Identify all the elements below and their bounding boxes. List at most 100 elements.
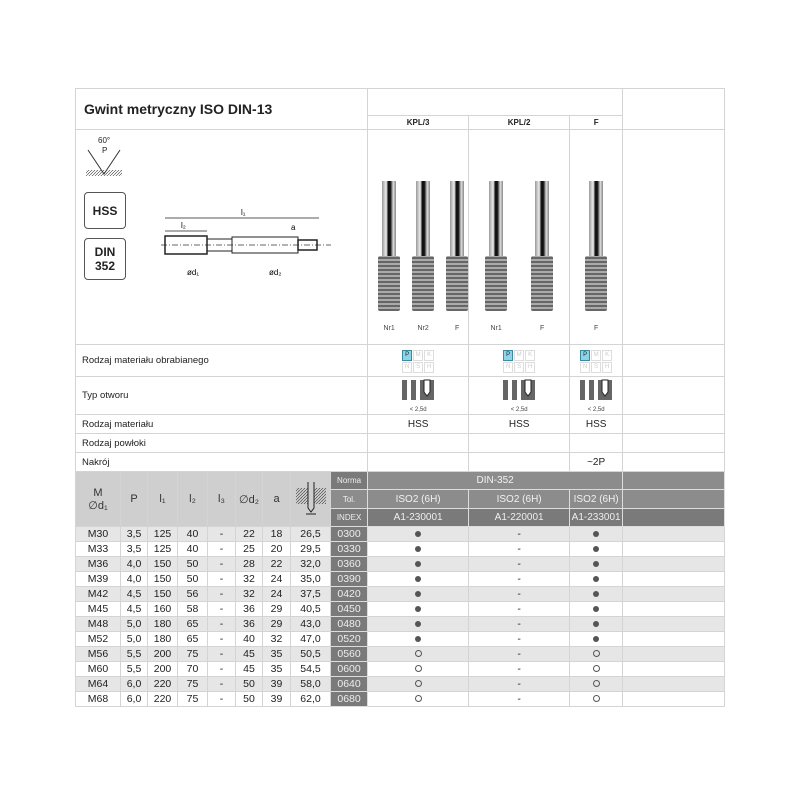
cell-drill: 32,0 bbox=[290, 556, 331, 572]
cell-m: M56 bbox=[75, 646, 121, 662]
cell-a: 32 bbox=[262, 631, 291, 647]
availability-cell: - bbox=[468, 586, 571, 602]
table-row: M52 5,0 180 65-40 32 47,0 0520- bbox=[75, 631, 726, 647]
hole-type-icon: < 2,5d bbox=[367, 376, 470, 415]
din-badge: DIN 352 bbox=[84, 238, 126, 280]
hss-badge: HSS bbox=[84, 192, 126, 229]
availability-cell: - bbox=[468, 616, 571, 632]
set-kpl3-header: KPL/3 bbox=[367, 115, 470, 130]
availability-cell bbox=[569, 541, 624, 557]
availability-cell bbox=[367, 646, 470, 662]
cell-idx: 0390 bbox=[329, 571, 369, 587]
availability-cell bbox=[569, 586, 624, 602]
cell-l1: 150 bbox=[147, 556, 178, 572]
material-group-K: K bbox=[602, 350, 613, 361]
cell-m: M64 bbox=[75, 676, 121, 692]
material-group-P: P bbox=[503, 350, 514, 361]
kpl3-tap-images: Nr1 Nr2 F bbox=[367, 129, 470, 345]
cell-l2: 75 bbox=[177, 676, 208, 692]
table-row: M60 5,5 200 70-45 35 54,5 0600- bbox=[75, 661, 726, 677]
availability-cell bbox=[569, 601, 624, 617]
cell-a: 35 bbox=[262, 661, 291, 677]
availability-cell: - bbox=[468, 556, 571, 572]
cell-m: M39 bbox=[75, 571, 121, 587]
cell-p: 5,0 bbox=[120, 631, 148, 647]
cell-a: 39 bbox=[262, 676, 291, 692]
material-value: HSS bbox=[569, 414, 624, 434]
tol-header: Tol. bbox=[329, 489, 369, 509]
tap-image: F bbox=[579, 181, 613, 344]
cell-p: 3,5 bbox=[120, 526, 148, 542]
table-row: M36 4,0 150 50-28 22 32,0 0360- bbox=[75, 556, 726, 572]
cell-a: 18 bbox=[262, 526, 291, 542]
col-p-header: P bbox=[120, 471, 148, 527]
on-request-dot-icon bbox=[592, 650, 600, 657]
cell-p: 5,5 bbox=[120, 661, 148, 677]
hole-type-icon: < 2,5d bbox=[468, 376, 571, 415]
cell-idx: 0560 bbox=[329, 646, 369, 662]
availability-cell bbox=[367, 616, 470, 632]
cell-d2: 32 bbox=[235, 586, 263, 602]
table-row: M30 3,5 125 40-22 18 26,5 0300- bbox=[75, 526, 726, 542]
material-group-H: H bbox=[602, 362, 613, 373]
availability-cell: - bbox=[468, 526, 571, 542]
availability-cell bbox=[367, 526, 470, 542]
col-a-header: a bbox=[262, 471, 291, 527]
cell-l3: - bbox=[207, 556, 236, 572]
on-request-dot-icon bbox=[414, 680, 422, 687]
cell-d2: 45 bbox=[235, 661, 263, 677]
tap-label: Nr2 bbox=[417, 325, 429, 332]
cell-l2: 75 bbox=[177, 691, 208, 707]
cell-l3: - bbox=[207, 571, 236, 587]
cell-a: 29 bbox=[262, 616, 291, 632]
material-value: HSS bbox=[367, 414, 470, 434]
cell-l2: 50 bbox=[177, 556, 208, 572]
norma-header: Norma bbox=[329, 471, 369, 490]
material-group-M: M bbox=[514, 350, 525, 361]
cell-d2: 50 bbox=[235, 691, 263, 707]
material-group-M: M bbox=[591, 350, 602, 361]
through-blind-hole-icon bbox=[580, 379, 613, 400]
cell-l2: 56 bbox=[177, 586, 208, 602]
cell-p: 4,0 bbox=[120, 571, 148, 587]
material-group-H: H bbox=[424, 362, 435, 373]
table-row: M48 5,0 180 65-36 29 43,0 0480- bbox=[75, 616, 726, 632]
table-row: M42 4,5 150 56-32 24 37,5 0420- bbox=[75, 586, 726, 602]
through-blind-hole-icon bbox=[503, 379, 536, 400]
on-request-dot-icon bbox=[414, 665, 422, 672]
available-dot-icon bbox=[415, 636, 422, 642]
tap-label: F bbox=[539, 325, 545, 332]
col-l1-header: l₁ bbox=[147, 471, 178, 527]
table-row: M45 4,5 160 58-36 29 40,5 0450- bbox=[75, 601, 726, 617]
tap-icon bbox=[531, 181, 554, 311]
cell-m: M30 bbox=[75, 526, 121, 542]
tap-label: Nr1 bbox=[383, 325, 395, 332]
cell-drill: 40,5 bbox=[290, 601, 331, 617]
availability-cell: - bbox=[468, 631, 571, 647]
svg-text:ød₂: ød₂ bbox=[269, 268, 281, 277]
availability-cell: - bbox=[468, 661, 571, 677]
availability-cell bbox=[367, 631, 470, 647]
on-request-dot-icon bbox=[592, 695, 600, 702]
cell-d2: 32 bbox=[235, 571, 263, 587]
tap-image: F bbox=[525, 181, 559, 344]
cell-drill: 62,0 bbox=[290, 691, 331, 707]
material-group-N: N bbox=[580, 362, 591, 373]
cell-m: M68 bbox=[75, 691, 121, 707]
through-blind-hole-icon bbox=[402, 379, 435, 400]
availability-cell bbox=[367, 571, 470, 587]
cell-idx: 0420 bbox=[329, 586, 369, 602]
material-group-N: N bbox=[503, 362, 514, 373]
cell-l2: 58 bbox=[177, 601, 208, 617]
page-title: Gwint metryczny ISO DIN-13 bbox=[74, 88, 369, 130]
tap-icon bbox=[378, 181, 401, 311]
cell-d2: 45 bbox=[235, 646, 263, 662]
available-dot-icon bbox=[593, 561, 600, 567]
cell-l3: - bbox=[207, 616, 236, 632]
availability-cell bbox=[569, 691, 624, 707]
index-value: A1-220001 bbox=[468, 508, 571, 527]
hole-type-label: Typ otworu bbox=[74, 376, 369, 415]
material-group-M: M bbox=[413, 350, 424, 361]
cell-drill: 29,5 bbox=[290, 541, 331, 557]
